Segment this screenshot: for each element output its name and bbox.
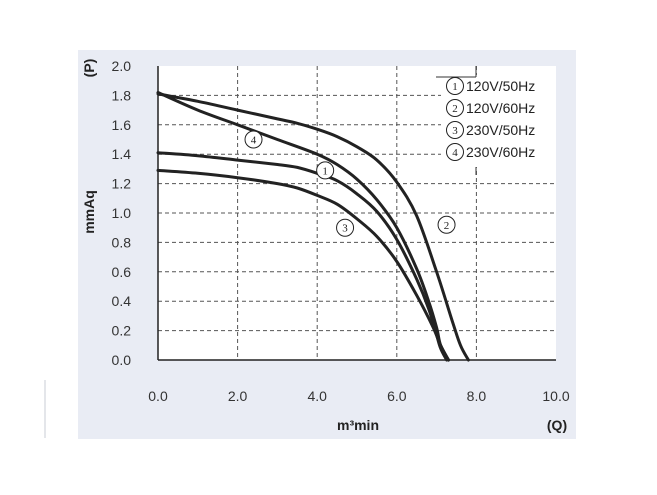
curve-marker-number: 2 (444, 220, 450, 232)
curve-marker-circle (316, 161, 335, 180)
legend-label: 120V/60Hz (466, 100, 535, 116)
y-tick-label: 1.6 (112, 117, 132, 133)
x-axis-symbol: (Q) (547, 417, 567, 433)
x-axis-label: m³min (337, 417, 379, 433)
x-tick-label: 8.0 (467, 388, 487, 404)
legend: 1 120V/50Hz 2 120V/60Hz 3 230V/50Hz 4 230V/60Hz (436, 66, 555, 175)
y-axis-label: mmAq (81, 190, 97, 234)
x-tick-label: 4.0 (307, 388, 327, 404)
legend-marker-number: 3 (452, 125, 458, 137)
legend-label: 230V/50Hz (466, 122, 535, 138)
x-tick-label: 0.0 (148, 388, 168, 404)
legend-marker-circle (446, 143, 464, 161)
curve-marker-circle (437, 215, 456, 234)
x-tick-labels: 0.0 2.0 4.0 6.0 8.0 10.0 (148, 388, 570, 404)
curve-marker-1: 1 (316, 161, 335, 180)
y-axis-symbol: (P) (81, 59, 97, 78)
legend-entry-2: 2 120V/60Hz (446, 99, 535, 117)
y-tick-label: 2.0 (112, 58, 132, 74)
y-tick-label: 0.4 (112, 293, 132, 309)
legend-marker-circle (446, 121, 464, 139)
legend-entry-3: 3 230V/50Hz (446, 121, 535, 139)
legend-marker-number: 4 (452, 147, 458, 159)
axes (157, 66, 556, 361)
curve-marker-number: 4 (251, 135, 257, 147)
legend-entry-4: 4 230V/60Hz (446, 143, 535, 161)
legend-label: 230V/60Hz (466, 144, 535, 160)
legend-marker-circle (446, 99, 464, 117)
curve-marker-number: 3 (342, 223, 348, 235)
legend-marker-number: 2 (452, 103, 458, 115)
x-tick-label: 6.0 (387, 388, 407, 404)
y-tick-label: 0.8 (112, 234, 132, 250)
y-tick-label: 1.2 (112, 176, 132, 192)
curve-marker-circle (336, 218, 355, 237)
series-layer (156, 91, 470, 362)
legend-marker-circle (446, 77, 464, 95)
legend-marker-number: 1 (452, 81, 458, 93)
y-tick-label: 1.8 (112, 87, 132, 103)
curve-marker-2: 2 (437, 215, 456, 234)
y-tick-label: 1.0 (112, 205, 132, 221)
y-tick-label: 0.6 (112, 264, 132, 280)
x-tick-label: 2.0 (228, 388, 248, 404)
series-line-3 (156, 168, 450, 362)
series-line-4 (156, 91, 450, 362)
y-tick-label: 0.2 (112, 323, 132, 339)
curve-marker-number: 1 (322, 165, 328, 177)
curve-marker-4: 4 (244, 130, 263, 149)
legend-entry-1: 1 120V/50Hz (446, 77, 535, 95)
series-line-2 (156, 92, 470, 362)
y-tick-label: 0.0 (112, 352, 132, 368)
curve-marker-circle (244, 130, 263, 149)
x-tick-label: 10.0 (542, 388, 569, 404)
curve-markers: 1 2 3 4 (244, 130, 456, 237)
y-tick-labels: 0.0 0.2 0.4 0.6 0.8 1.0 1.2 1.4 1.6 1.8 2.0 (112, 58, 132, 368)
curve-marker-3: 3 (336, 218, 355, 237)
y-tick-label: 1.4 (112, 146, 132, 162)
legend-label: 120V/50Hz (466, 78, 535, 94)
